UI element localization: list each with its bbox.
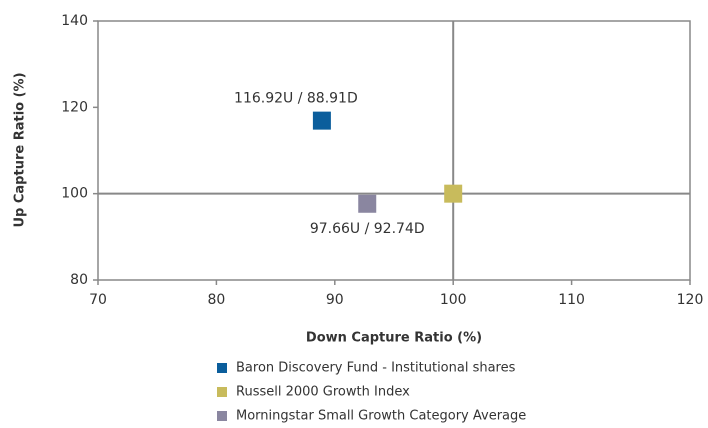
- data-label: 116.92U / 88.91D: [234, 91, 358, 107]
- x-tick-label: 80: [207, 292, 225, 308]
- legend-label: Morningstar Small Growth Category Averag…: [236, 409, 526, 424]
- x-tick-label: 90: [326, 292, 344, 308]
- legend-label: Russell 2000 Growth Index: [236, 385, 410, 400]
- y-axis-label: Up Capture Ratio (%): [13, 72, 28, 227]
- x-tick-label: 70: [89, 292, 107, 308]
- legend-swatch: [217, 387, 227, 397]
- x-axis-label: Down Capture Ratio (%): [306, 331, 482, 346]
- legend-swatch: [217, 363, 227, 373]
- legend-swatch: [217, 411, 227, 421]
- data-label: 97.66U / 92.74D: [310, 221, 425, 237]
- x-tick-label: 120: [677, 292, 704, 308]
- y-tick-label: 80: [70, 272, 88, 288]
- y-tick-label: 140: [61, 13, 88, 29]
- point: [444, 184, 463, 203]
- legend-label: Baron Discovery Fund - Institutional sha…: [236, 361, 516, 376]
- y-tick-label: 100: [61, 186, 88, 202]
- y-tick-label: 120: [61, 99, 88, 115]
- x-tick-label: 110: [558, 292, 585, 308]
- x-tick-label: 100: [440, 292, 467, 308]
- plot-frame: [97, 20, 691, 281]
- point: [358, 194, 377, 213]
- point: [312, 111, 331, 130]
